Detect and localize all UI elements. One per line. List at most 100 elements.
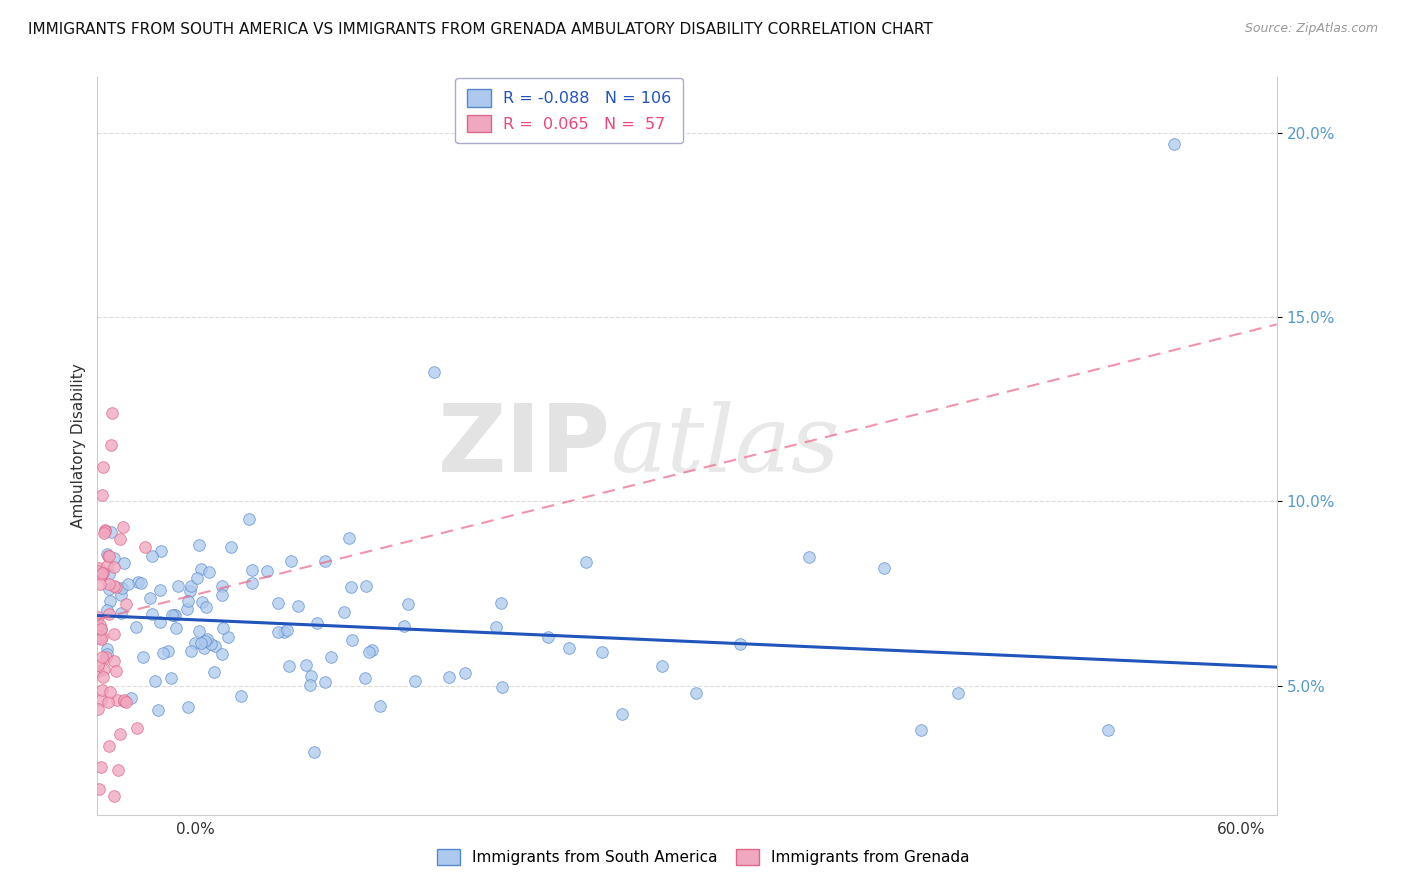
Point bbox=[195, 600, 218, 615]
Point bbox=[267, 624, 290, 639]
Point bbox=[202, 665, 225, 679]
Point bbox=[195, 632, 218, 646]
Point bbox=[294, 658, 316, 673]
Point bbox=[87, 561, 110, 575]
Point bbox=[91, 630, 114, 644]
Point bbox=[167, 579, 190, 593]
Point bbox=[340, 580, 363, 594]
Point bbox=[89, 617, 111, 632]
Point bbox=[97, 582, 120, 596]
Point bbox=[131, 575, 153, 590]
Point bbox=[256, 564, 278, 578]
Point bbox=[90, 622, 112, 636]
Point bbox=[141, 549, 163, 563]
Point bbox=[537, 630, 560, 644]
Point bbox=[103, 559, 125, 574]
Point bbox=[314, 675, 336, 690]
Point bbox=[190, 636, 212, 650]
Point bbox=[110, 606, 132, 620]
Point bbox=[872, 560, 894, 574]
Point bbox=[342, 633, 364, 648]
Point bbox=[160, 608, 183, 623]
Point bbox=[127, 721, 149, 735]
Point bbox=[491, 680, 513, 694]
Point bbox=[141, 607, 163, 622]
Text: 0.0%: 0.0% bbox=[176, 822, 215, 837]
Point bbox=[90, 567, 112, 582]
Point bbox=[90, 650, 112, 665]
Point bbox=[98, 607, 121, 622]
Point bbox=[127, 574, 149, 589]
Point bbox=[105, 693, 128, 707]
Point bbox=[200, 637, 222, 651]
Point bbox=[87, 701, 110, 715]
Point bbox=[107, 763, 129, 777]
Point bbox=[157, 644, 180, 658]
Point bbox=[211, 579, 233, 593]
Point bbox=[93, 525, 115, 540]
Point bbox=[685, 686, 707, 700]
Point bbox=[437, 670, 460, 684]
Point bbox=[114, 597, 136, 611]
Point bbox=[93, 663, 115, 677]
Point bbox=[333, 605, 356, 619]
Point bbox=[103, 789, 125, 804]
Point bbox=[97, 549, 120, 563]
Point bbox=[396, 598, 419, 612]
Point bbox=[392, 619, 415, 633]
Point bbox=[240, 576, 263, 591]
Point bbox=[797, 549, 820, 564]
Point bbox=[194, 634, 217, 648]
Point bbox=[485, 620, 508, 634]
Point bbox=[280, 554, 302, 568]
Point bbox=[277, 659, 299, 673]
Point bbox=[96, 558, 118, 573]
Point bbox=[120, 690, 142, 705]
Point bbox=[90, 692, 112, 706]
Point bbox=[575, 555, 598, 569]
Legend: Immigrants from South America, Immigrants from Grenada: Immigrants from South America, Immigrant… bbox=[430, 843, 976, 871]
Point bbox=[299, 678, 322, 692]
Point bbox=[101, 406, 124, 420]
Point bbox=[315, 554, 337, 568]
Point bbox=[287, 599, 309, 613]
Text: 60.0%: 60.0% bbox=[1218, 822, 1265, 837]
Point bbox=[117, 577, 139, 591]
Point bbox=[94, 649, 117, 664]
Point bbox=[108, 532, 131, 546]
Point bbox=[360, 643, 382, 657]
Point bbox=[148, 582, 170, 597]
Point bbox=[176, 593, 198, 607]
Point bbox=[404, 674, 426, 689]
Point bbox=[321, 649, 343, 664]
Point bbox=[90, 623, 112, 637]
Point bbox=[211, 621, 233, 635]
Point bbox=[179, 583, 201, 598]
Point bbox=[103, 551, 125, 566]
Point bbox=[423, 365, 446, 379]
Point bbox=[87, 619, 110, 633]
Point bbox=[152, 646, 174, 660]
Point bbox=[89, 576, 111, 591]
Point bbox=[91, 566, 114, 580]
Point bbox=[187, 537, 209, 551]
Point bbox=[217, 630, 239, 644]
Point bbox=[98, 594, 121, 608]
Point bbox=[87, 658, 110, 673]
Point bbox=[111, 581, 134, 595]
Point bbox=[104, 580, 127, 594]
Point bbox=[730, 637, 752, 651]
Point bbox=[187, 624, 209, 639]
Point bbox=[91, 488, 114, 502]
Point bbox=[143, 673, 166, 688]
Text: IMMIGRANTS FROM SOUTH AMERICA VS IMMIGRANTS FROM GRENADA AMBULATORY DISABILITY C: IMMIGRANTS FROM SOUTH AMERICA VS IMMIGRA… bbox=[28, 22, 932, 37]
Point bbox=[115, 695, 138, 709]
Point bbox=[87, 620, 110, 634]
Point bbox=[103, 626, 125, 640]
Point bbox=[97, 739, 120, 753]
Point bbox=[149, 544, 172, 558]
Point bbox=[103, 654, 125, 668]
Point bbox=[139, 591, 162, 605]
Point bbox=[193, 640, 215, 655]
Point bbox=[100, 438, 122, 452]
